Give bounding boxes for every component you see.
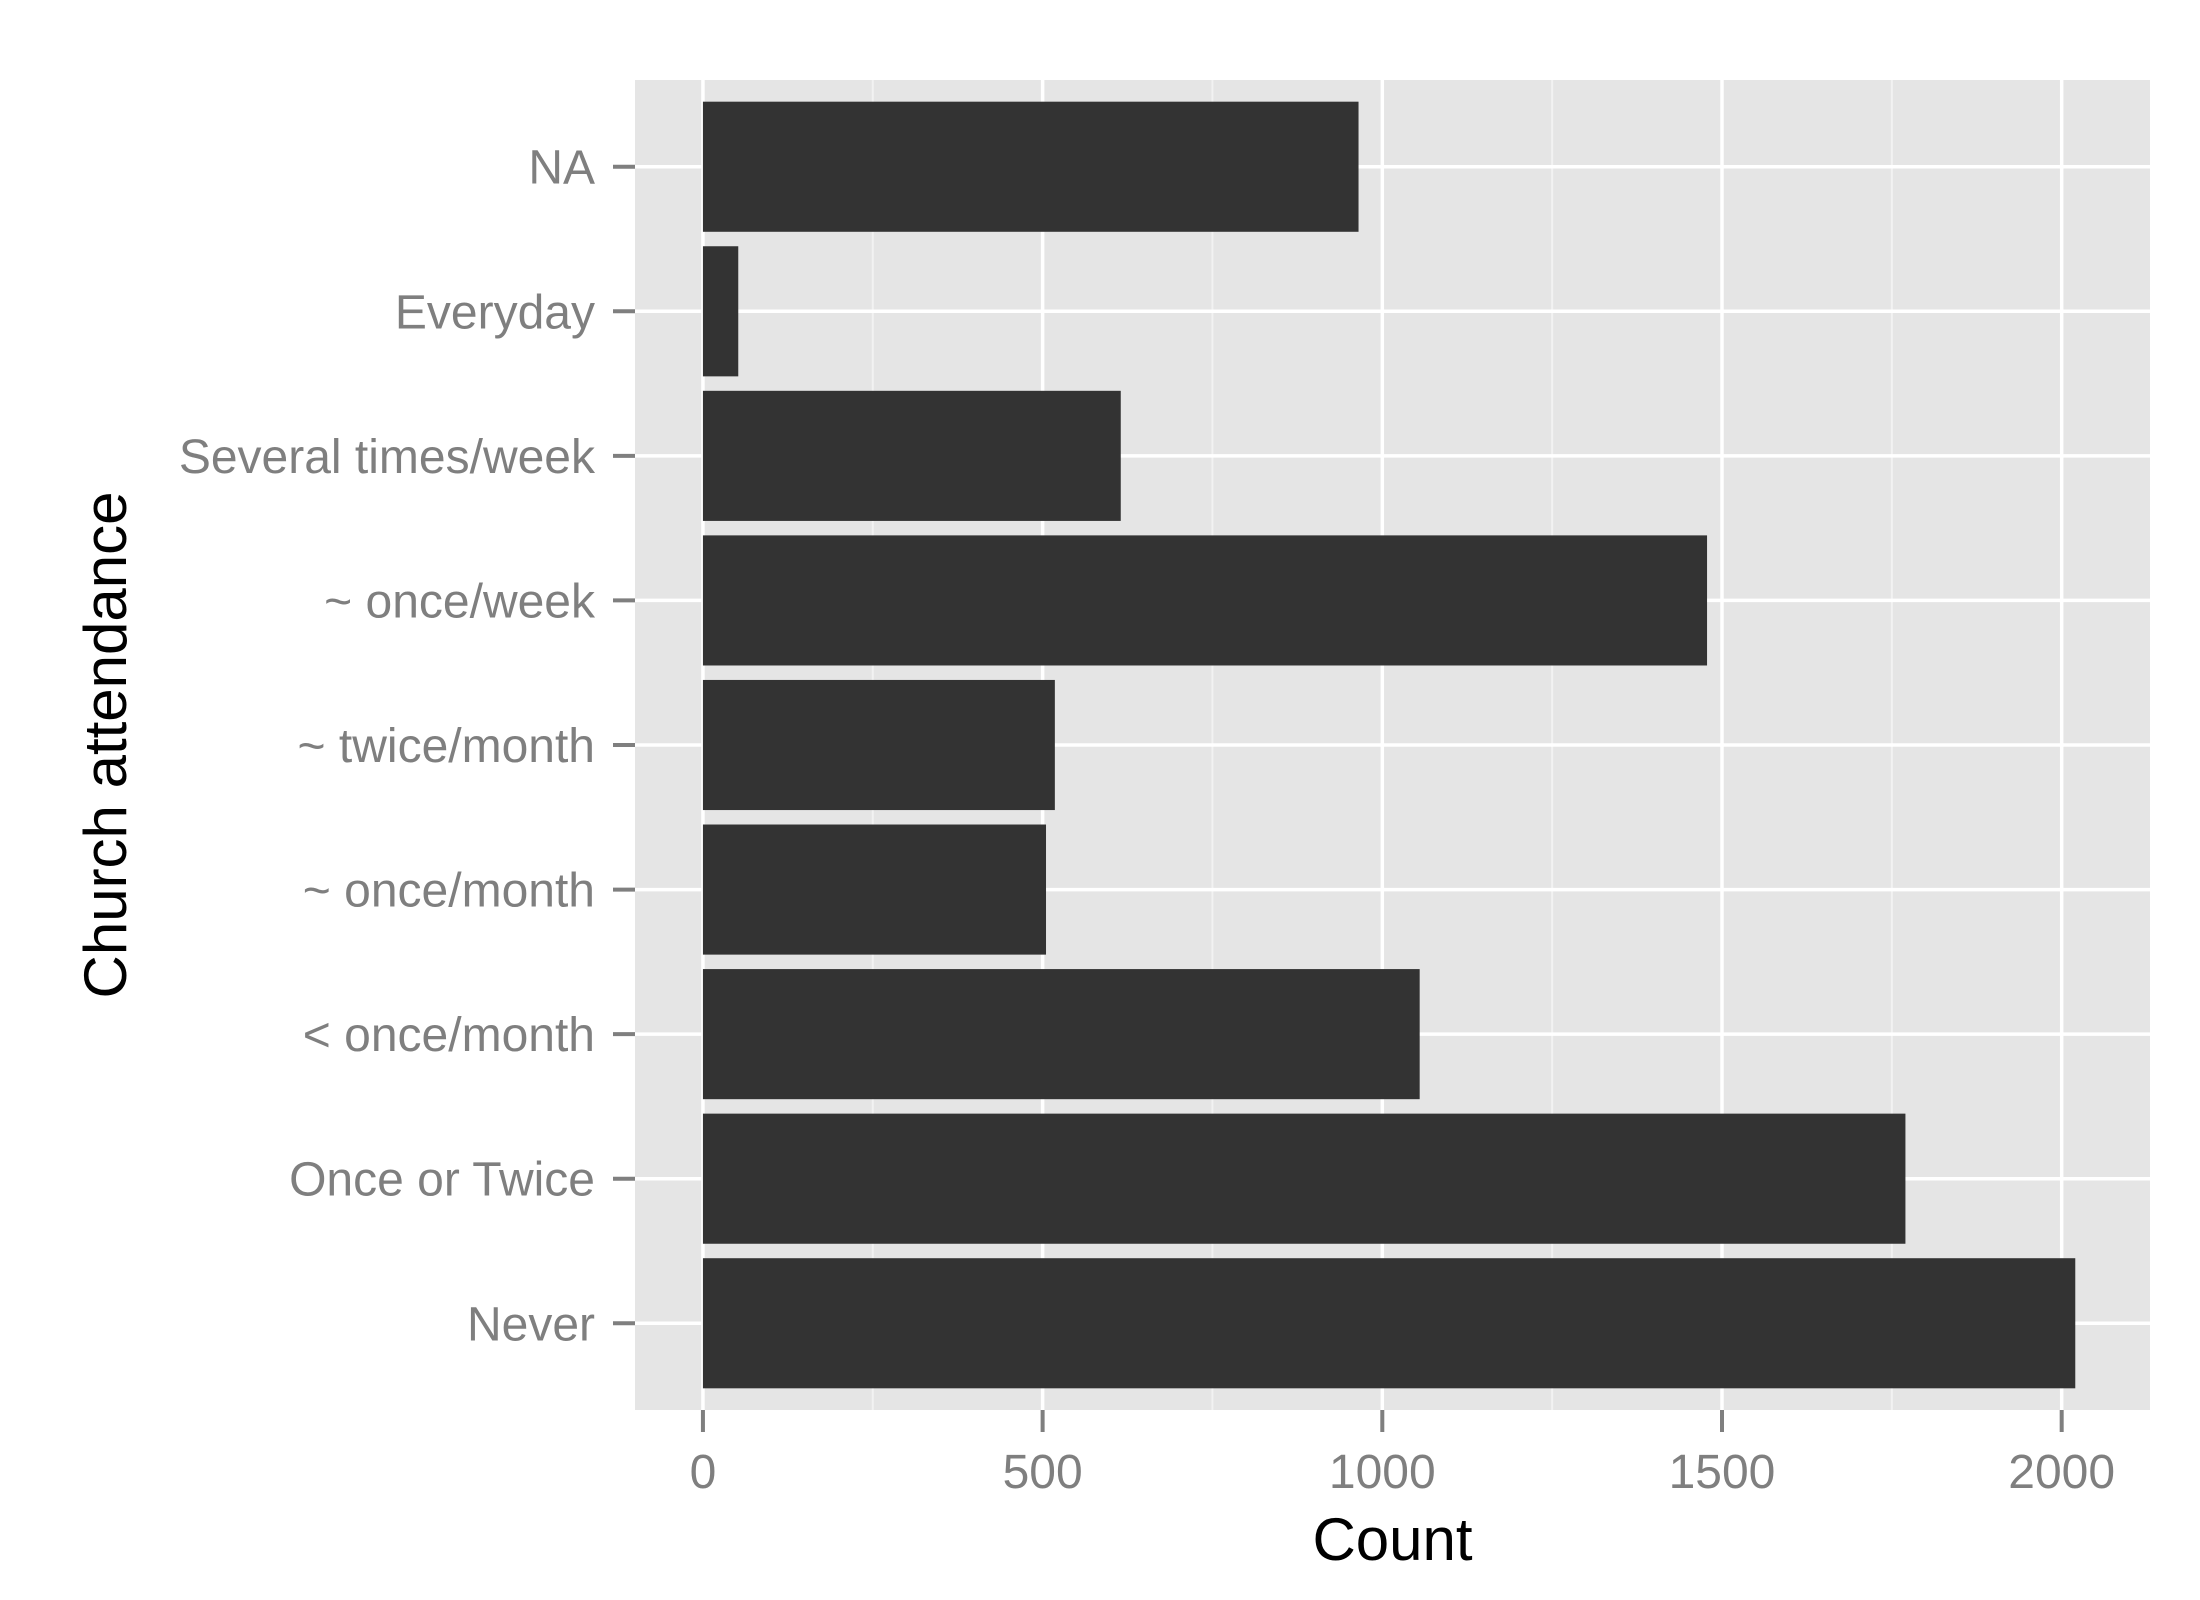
bar xyxy=(702,101,1359,232)
y-axis-title: Church attendance xyxy=(72,491,139,998)
bar xyxy=(702,824,1047,955)
y-tick-label: Several times/week xyxy=(179,431,596,484)
y-tick-label: ~ twice/month xyxy=(298,720,595,773)
x-axis: 0 500 1000 1500 2000 xyxy=(690,1410,2115,1499)
bar xyxy=(702,390,1121,521)
x-tick-label: 2000 xyxy=(2008,1446,2115,1499)
y-tick-label: < once/month xyxy=(303,1009,595,1062)
bar xyxy=(702,535,1708,666)
bars xyxy=(702,101,2076,1389)
bar xyxy=(702,679,1055,811)
y-tick-label: NA xyxy=(528,142,595,195)
y-tick-label: ~ once/week xyxy=(324,575,596,628)
bar xyxy=(702,246,739,377)
x-tick-label: 500 xyxy=(1003,1446,1083,1499)
y-tick-label: Everyday xyxy=(395,286,595,339)
x-tick-label: 1500 xyxy=(1669,1446,1776,1499)
y-tick-label: Once or Twice xyxy=(289,1154,595,1207)
bar xyxy=(702,1113,1906,1244)
x-tick-label: 0 xyxy=(690,1446,717,1499)
bar xyxy=(702,1258,2076,1389)
y-axis: Never Once or Twice < once/month ~ once/mon… xyxy=(179,142,635,1351)
bar xyxy=(702,969,1420,1100)
y-tick-label: ~ once/month xyxy=(303,865,595,918)
x-tick-label: 1000 xyxy=(1329,1446,1436,1499)
x-axis-title: Count xyxy=(1312,1506,1472,1573)
y-tick-label: Never xyxy=(467,1298,595,1351)
